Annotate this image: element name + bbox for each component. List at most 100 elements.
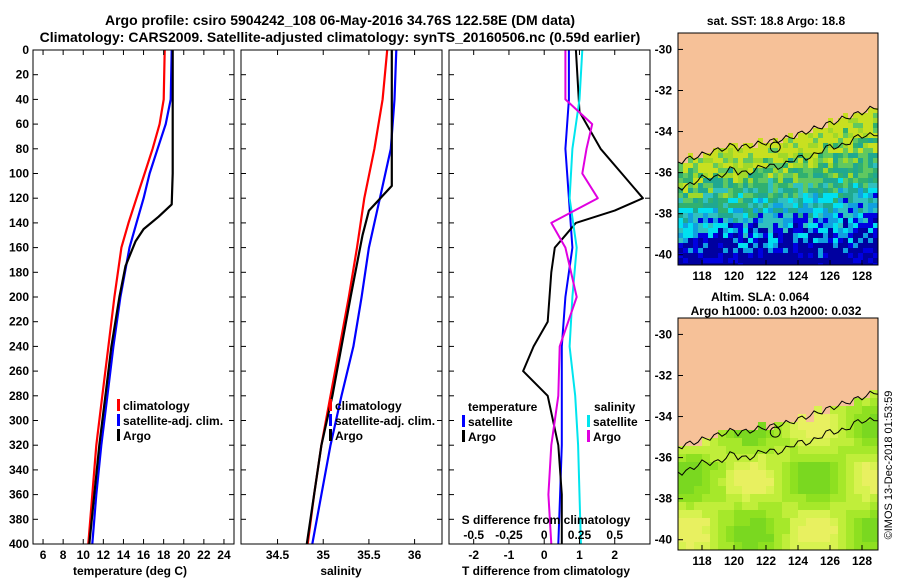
map-cell <box>763 68 769 74</box>
map-cell <box>728 143 734 149</box>
map-cell <box>742 414 751 423</box>
map-cell <box>726 334 735 343</box>
map-cell <box>828 243 834 249</box>
map-cell <box>702 494 711 503</box>
map-cell <box>813 43 819 49</box>
map-cell <box>833 238 839 244</box>
map-cell <box>838 422 847 431</box>
map-cell <box>868 203 874 209</box>
map-cell <box>768 243 774 249</box>
map-cell <box>693 258 699 264</box>
map-cell <box>793 223 799 229</box>
map-cell <box>723 193 729 199</box>
map-cell <box>678 238 684 244</box>
map-cell <box>828 203 834 209</box>
map-cell <box>853 93 859 99</box>
map-cell <box>868 253 874 259</box>
map-cell <box>753 178 759 184</box>
map-cell <box>803 238 809 244</box>
map-cell <box>783 33 789 39</box>
map-cell <box>748 153 754 159</box>
map-cell <box>788 93 794 99</box>
map-cell <box>773 143 779 149</box>
map-cell <box>750 422 759 431</box>
map-cell <box>718 58 724 64</box>
map-cell <box>858 188 864 194</box>
map-cell <box>708 218 714 224</box>
map-cell <box>848 43 854 49</box>
map-cell <box>858 228 864 234</box>
temperature-xlabel: temperature (deg C) <box>73 564 187 578</box>
map-cell <box>713 243 719 249</box>
map-cell <box>694 390 703 399</box>
map-cell <box>813 188 819 194</box>
map-cell <box>686 494 695 503</box>
map-cell <box>726 406 735 415</box>
depth-tick-label: 360 <box>9 488 29 502</box>
map-cell <box>862 422 871 431</box>
map-cell <box>728 43 734 49</box>
map-cell <box>763 148 769 154</box>
map-cell <box>713 78 719 84</box>
map-cell <box>738 138 744 144</box>
map-cell <box>863 158 869 164</box>
map-cell <box>723 178 729 184</box>
map-cell <box>750 454 759 463</box>
map-cell <box>813 238 819 244</box>
map-cell <box>790 358 799 367</box>
map-cell <box>683 138 689 144</box>
map-cell <box>742 518 751 527</box>
map-cell <box>678 193 684 199</box>
map-cell <box>822 350 831 359</box>
map-cell <box>713 98 719 104</box>
map-cell <box>808 253 814 259</box>
map-cell <box>733 223 739 229</box>
map-cell <box>738 128 744 134</box>
map-cell <box>808 198 814 204</box>
map-cell <box>848 123 854 129</box>
map-cell <box>870 406 878 415</box>
map-cell <box>806 366 815 375</box>
map-cell <box>774 462 783 471</box>
map-cell <box>718 158 724 164</box>
map-cell <box>862 430 871 439</box>
map-cell <box>843 153 849 159</box>
map-cell <box>693 203 699 209</box>
map-cell <box>846 430 855 439</box>
map-cell <box>733 73 739 79</box>
map-cell <box>868 103 874 109</box>
map-cell <box>688 38 694 44</box>
map-cell <box>698 258 704 264</box>
map-cell <box>710 470 719 479</box>
map-cell <box>763 213 769 219</box>
map-cell <box>688 158 694 164</box>
map-cell <box>708 143 714 149</box>
map-cell <box>822 414 831 423</box>
map-cell <box>743 248 749 254</box>
map-cell <box>783 153 789 159</box>
map-cell <box>708 178 714 184</box>
map-cell <box>778 93 784 99</box>
map-cell <box>818 138 824 144</box>
map-cell <box>863 243 869 249</box>
map-cell <box>763 243 769 249</box>
map-cell <box>702 542 711 550</box>
map-cell <box>830 406 839 415</box>
map-cell <box>742 478 751 487</box>
map-cell <box>833 73 839 79</box>
map-cell <box>748 53 754 59</box>
map-cell <box>803 108 809 114</box>
map-cell <box>808 48 814 54</box>
map-cell <box>750 430 759 439</box>
map-cell <box>788 223 794 229</box>
series-line-argo <box>305 50 393 544</box>
map-cell <box>718 103 724 109</box>
map-cell <box>818 253 824 259</box>
map-cell <box>818 243 824 249</box>
map-cell <box>814 366 823 375</box>
map-cell <box>793 138 799 144</box>
map-cell <box>828 188 834 194</box>
map-cell <box>738 248 744 254</box>
sla-map-title-line2: Argo h1000: 0.03 h2000: 0.032 <box>691 304 862 318</box>
map-cell <box>833 58 839 64</box>
